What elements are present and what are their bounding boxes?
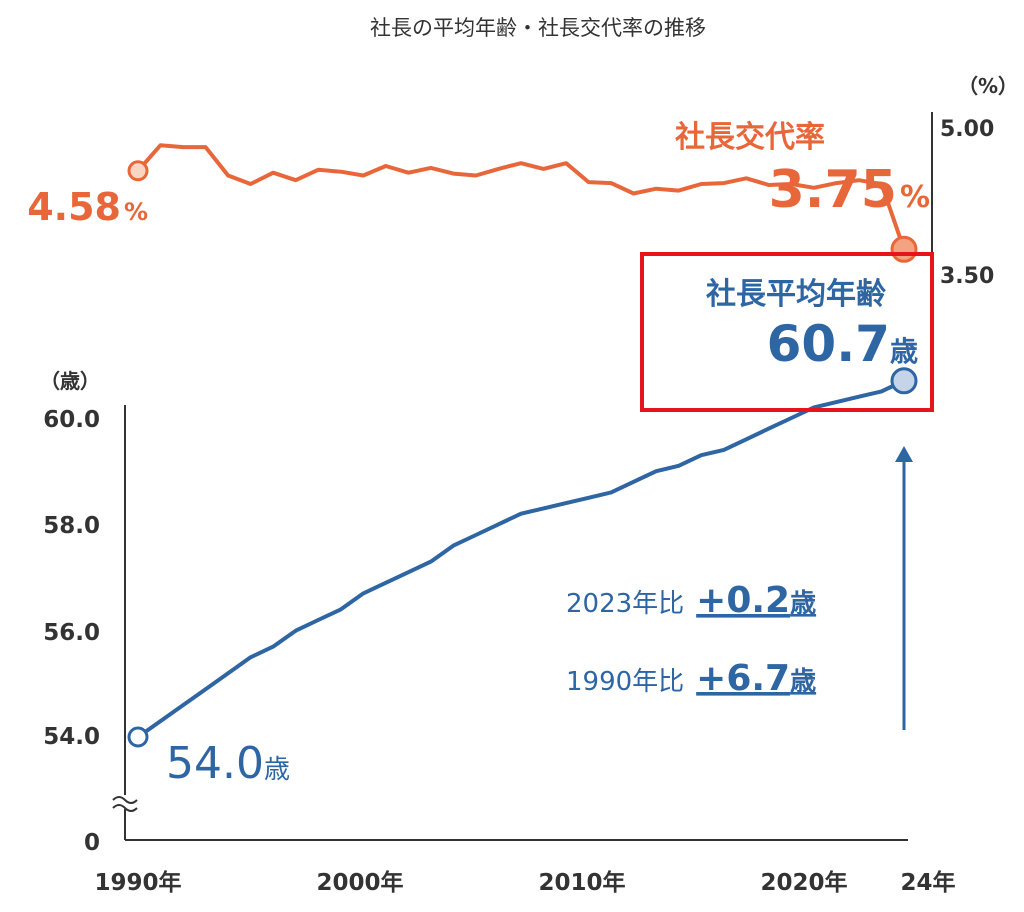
- age-end-marker: [890, 367, 918, 395]
- x-tick-label: 2020年: [760, 869, 847, 896]
- rate-series-line: [136, 143, 906, 250]
- age-series-label: 社長平均年齢: [706, 277, 886, 312]
- left-tick-label: 60.0: [43, 407, 100, 433]
- left-tick-label: 58.0: [43, 513, 100, 539]
- right-tick-label: 3.50: [940, 264, 994, 289]
- left-tick-label: 54.0: [43, 724, 100, 750]
- x-tick-label: 2010年: [538, 869, 625, 896]
- right-axis-unit: （%）: [958, 74, 1018, 98]
- rate-start-value-label: 4.58%: [27, 185, 148, 229]
- age-start-marker: [127, 726, 149, 748]
- x-tick-label: 2000年: [316, 869, 403, 896]
- rate-end-marker: [890, 235, 918, 263]
- left-tick-label: 56.0: [43, 620, 100, 646]
- age-end-value-label: 60.7歳: [767, 315, 918, 373]
- comparison-arrow-head: [895, 446, 913, 462]
- left-axis-unit: （歳）: [40, 369, 100, 393]
- x-tick-label: 24年: [900, 869, 955, 896]
- x-tick-label: 1990年: [94, 869, 181, 896]
- rate-end-value-label: 3.75%: [769, 160, 930, 220]
- age-series-line: [136, 378, 905, 739]
- left-tick-zero-label: 0: [84, 830, 100, 856]
- compare-2023-text: 2023年比 +0.2歳: [566, 580, 816, 621]
- chart-title: 社長の平均年齢・社長交代率の推移: [370, 16, 706, 40]
- age-start-value-label: 54.0歳: [166, 738, 290, 789]
- rate-series-label: 社長交代率: [675, 120, 825, 155]
- compare-1990-text: 1990年比 +6.7歳: [566, 658, 816, 699]
- rate-start-marker: [127, 160, 149, 182]
- highlight-box: [640, 252, 934, 412]
- right-tick-label: 5.00: [940, 117, 994, 142]
- axis-break-mark: [112, 796, 138, 812]
